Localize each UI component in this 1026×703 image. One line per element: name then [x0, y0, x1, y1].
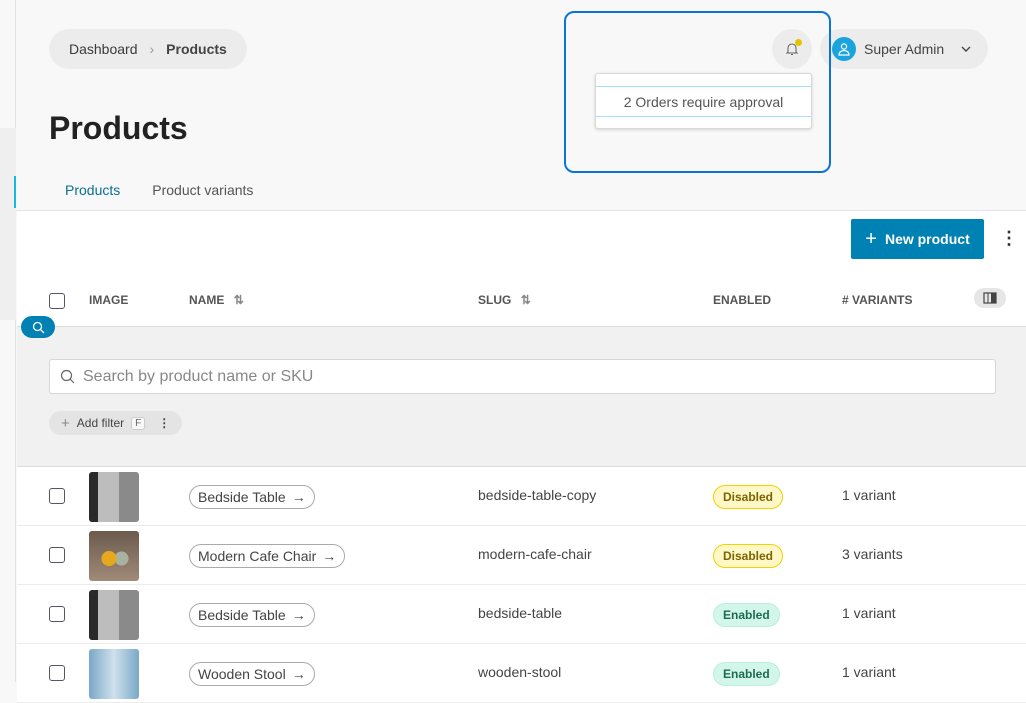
header-slug-label: SLUG — [478, 293, 512, 307]
notifications-dropdown: 2 Orders require approval — [595, 73, 812, 129]
table-row[interactable]: Modern Cafe Chair → modern-cafe-chair Dis… — [17, 526, 1026, 585]
plus-icon: + — [865, 227, 877, 250]
page-title: Products — [49, 110, 188, 146]
product-name: Bedside Table — [198, 489, 286, 505]
breadcrumb-dashboard[interactable]: Dashboard — [69, 41, 138, 57]
new-product-button[interactable]: + New product — [851, 219, 984, 259]
filter-options-icon[interactable]: ⋮ — [158, 416, 171, 430]
select-all-checkbox[interactable] — [49, 293, 65, 309]
new-product-label: New product — [884, 231, 970, 247]
product-image — [89, 590, 139, 640]
tab-products[interactable]: Products — [49, 172, 137, 212]
row-checkbox[interactable] — [49, 547, 65, 563]
search-icon — [60, 369, 75, 384]
row-checkbox[interactable] — [49, 665, 65, 681]
product-name-link[interactable]: Bedside Table → — [189, 485, 315, 509]
product-name: Bedside Table — [198, 607, 286, 623]
columns-icon — [983, 292, 997, 304]
arrow-right-icon: → — [291, 666, 306, 682]
arrow-right-icon: → — [291, 607, 306, 623]
divider — [16, 210, 1026, 211]
chevron-right-icon: › — [149, 41, 155, 57]
header-name[interactable]: NAME ⇅ — [189, 293, 244, 307]
table-row[interactable]: Bedside Table → bedside-table Enabled 1 v… — [17, 585, 1026, 644]
header-enabled: ENABLED — [713, 293, 772, 307]
table-row[interactable]: Bedside Table → bedside-table-copy Disabl… — [17, 467, 1026, 526]
variant-count: 1 variant — [842, 664, 896, 680]
header-name-label: NAME — [189, 293, 225, 307]
row-checkbox[interactable] — [49, 488, 65, 504]
variant-count: 1 variant — [842, 605, 896, 621]
tab-product-variants[interactable]: Product variants — [152, 182, 254, 198]
product-slug: bedside-table — [478, 605, 563, 621]
shortcut-key: F — [131, 416, 146, 430]
highlight-box — [564, 11, 831, 173]
breadcrumb-products: Products — [166, 41, 227, 57]
bell-icon — [785, 43, 799, 56]
variant-count: 1 variant — [842, 487, 896, 503]
product-name: Modern Cafe Chair — [198, 548, 317, 564]
column-settings-button[interactable] — [974, 288, 1006, 308]
search-input[interactable]: Search by product name or SKU — [49, 359, 996, 394]
arrow-right-icon: → — [322, 548, 337, 564]
product-image — [89, 649, 139, 699]
user-menu[interactable]: Super Admin — [820, 29, 988, 69]
user-name: Super Admin — [864, 41, 945, 57]
status-badge: Enabled — [713, 662, 780, 686]
header-slug[interactable]: SLUG ⇅ — [478, 293, 531, 307]
add-filter-button[interactable]: + Add filter F ⋮ — [49, 411, 183, 435]
tabs: Products Product variants — [49, 172, 270, 212]
variant-count: 3 variants — [842, 546, 903, 562]
product-name: Wooden Stool — [198, 666, 286, 682]
more-options-icon[interactable]: ⋮ — [1000, 228, 1018, 248]
sidebar — [0, 0, 16, 682]
sidebar-active-indicator — [14, 176, 16, 208]
product-image — [89, 472, 139, 522]
search-toggle-button[interactable] — [21, 316, 55, 338]
sort-icon[interactable]: ⇅ — [233, 293, 244, 307]
product-image — [89, 531, 139, 581]
search-icon — [32, 321, 44, 333]
header-image: IMAGE — [89, 293, 129, 307]
breadcrumb: Dashboard › Products — [49, 29, 247, 69]
filter-area — [17, 326, 1026, 467]
product-name-link[interactable]: Modern Cafe Chair → — [189, 544, 346, 568]
product-name-link[interactable]: Wooden Stool → — [189, 662, 315, 686]
notifications-button[interactable] — [772, 29, 812, 69]
arrow-right-icon: → — [291, 489, 306, 505]
product-slug: modern-cafe-chair — [478, 546, 592, 562]
plus-icon: + — [61, 414, 70, 432]
notification-item[interactable]: 2 Orders require approval — [596, 86, 811, 117]
product-name-link[interactable]: Bedside Table → — [189, 603, 315, 627]
product-slug: wooden-stool — [478, 664, 562, 680]
row-checkbox[interactable] — [49, 606, 65, 622]
product-slug: bedside-table-copy — [478, 487, 597, 503]
status-badge: Enabled — [713, 603, 780, 627]
status-badge: Disabled — [713, 544, 784, 568]
unread-dot — [795, 39, 802, 46]
avatar — [832, 37, 856, 61]
sort-icon[interactable]: ⇅ — [520, 293, 531, 307]
search-placeholder: Search by product name or SKU — [83, 367, 314, 385]
status-badge: Disabled — [713, 485, 784, 509]
chevron-down-icon — [961, 46, 971, 52]
table-row[interactable]: Wooden Stool → wooden-stool Enabled 1 var… — [17, 644, 1026, 703]
add-filter-label: Add filter — [76, 416, 125, 430]
header-variants: # VARIANTS — [842, 293, 913, 307]
user-icon — [838, 43, 850, 56]
